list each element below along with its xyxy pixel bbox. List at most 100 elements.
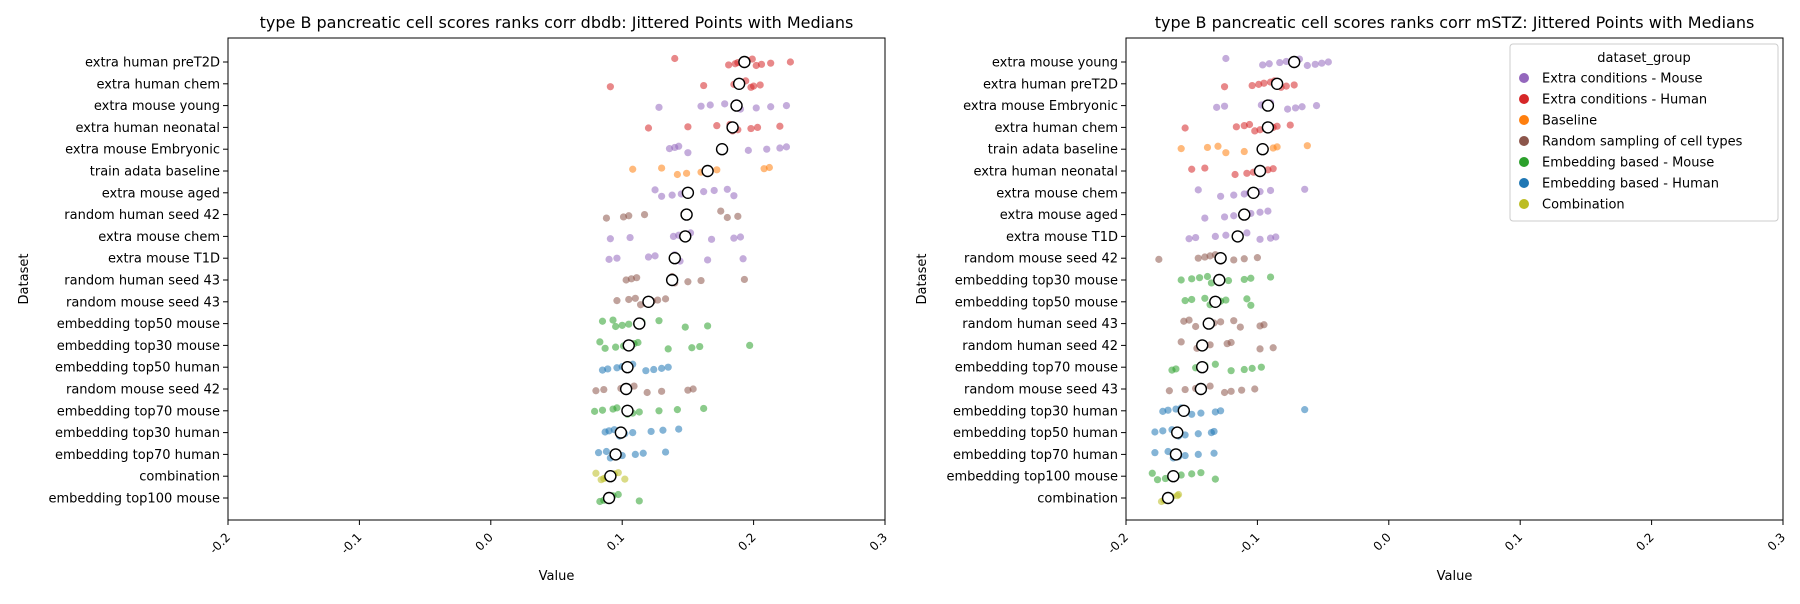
data-point [1230,256,1238,264]
data-point [606,83,614,91]
y-tick-label: extra human neonatal [75,121,220,136]
data-point [750,82,758,90]
data-point [1217,318,1225,326]
data-point [688,344,696,352]
data-point [1210,449,1218,457]
y-tick-label: random human seed 43 [962,317,1118,332]
y-tick-label: random human seed 42 [64,208,220,223]
median-marker [1214,252,1227,265]
data-point [655,317,663,325]
data-point [1194,430,1202,438]
data-point [1213,103,1221,111]
data-point [1224,276,1233,285]
median-marker [1169,448,1183,461]
data-point [689,385,697,393]
data-point [661,295,670,303]
data-point [1311,60,1319,68]
legend-entry: Random sampling of cell types [1542,135,1743,150]
data-point [682,169,691,177]
data-point [613,297,621,305]
data-point [681,323,689,331]
y-tick-label: random mouse seed 43 [66,295,220,310]
data-point [1217,407,1225,415]
data-point [609,316,617,324]
data-point [707,235,716,243]
median-marker [621,404,634,417]
data-point [635,408,643,416]
data-point [1222,54,1230,63]
data-point [600,385,608,394]
data-point [1222,231,1230,239]
median-marker [1194,382,1208,396]
data-point [1230,212,1238,220]
y-tick-label: extra mouse chem [996,186,1118,201]
data-point [1192,322,1200,331]
y-tick-label: embedding top50 human [953,426,1118,441]
y-tick-label: embedding top100 mouse [48,492,220,507]
data-point [606,235,614,243]
data-point [1282,57,1290,66]
data-point [613,404,621,412]
data-point [1303,142,1311,150]
median-marker [642,295,655,308]
data-point [1282,82,1290,90]
data-point [763,145,771,153]
data-point [717,207,725,215]
data-point [752,104,760,112]
data-point [1206,382,1214,390]
data-point [740,275,749,284]
data-point [1153,476,1162,484]
legend-marker [1519,136,1529,146]
data-point [1253,254,1261,262]
data-point [1266,186,1275,195]
median-marker [633,317,646,330]
data-point [644,253,653,261]
legend-box [1509,43,1779,222]
data-point [1206,341,1214,349]
data-point [602,447,611,456]
data-point [1247,274,1255,282]
median-marker [1177,404,1191,417]
y-tick-label: extra mouse aged [102,186,220,201]
median-marker [738,55,751,69]
median-marker [1231,230,1244,243]
median-marker [1261,121,1275,134]
data-point [697,276,705,285]
y-tick-label: combination [1037,492,1118,507]
data-point [602,214,611,222]
y-tick-label: train adata baseline [90,165,220,180]
data-point [592,387,600,395]
data-point [730,234,738,242]
data-point [1192,233,1200,242]
data-point [598,317,607,325]
data-point [613,254,621,262]
median-marker [619,382,633,396]
data-point [1240,255,1248,263]
y-tick-label: extra mouse young [94,99,220,114]
data-point [1220,388,1229,397]
median-marker [1202,317,1215,330]
data-point [739,255,747,263]
legend-entry: Combination [1542,198,1625,213]
data-point [1324,58,1332,66]
data-point [621,475,629,483]
median-marker [614,426,628,439]
median-marker [1196,361,1209,374]
median-marker [665,273,679,287]
data-point [655,407,663,415]
median-marker [726,121,739,134]
data-point [655,103,663,111]
y-tick-label: embedding top30 mouse [57,339,220,354]
data-point [1181,124,1189,132]
data-point [765,163,773,172]
data-point [1159,427,1167,435]
legend-entry: Baseline [1542,114,1597,129]
data-point [1243,229,1251,237]
data-point [1188,470,1196,478]
y-tick-label: embedding top50 mouse [955,295,1118,310]
median-marker [1256,142,1269,156]
data-point [643,388,651,397]
data-point [1174,490,1183,499]
data-point [1188,165,1196,173]
